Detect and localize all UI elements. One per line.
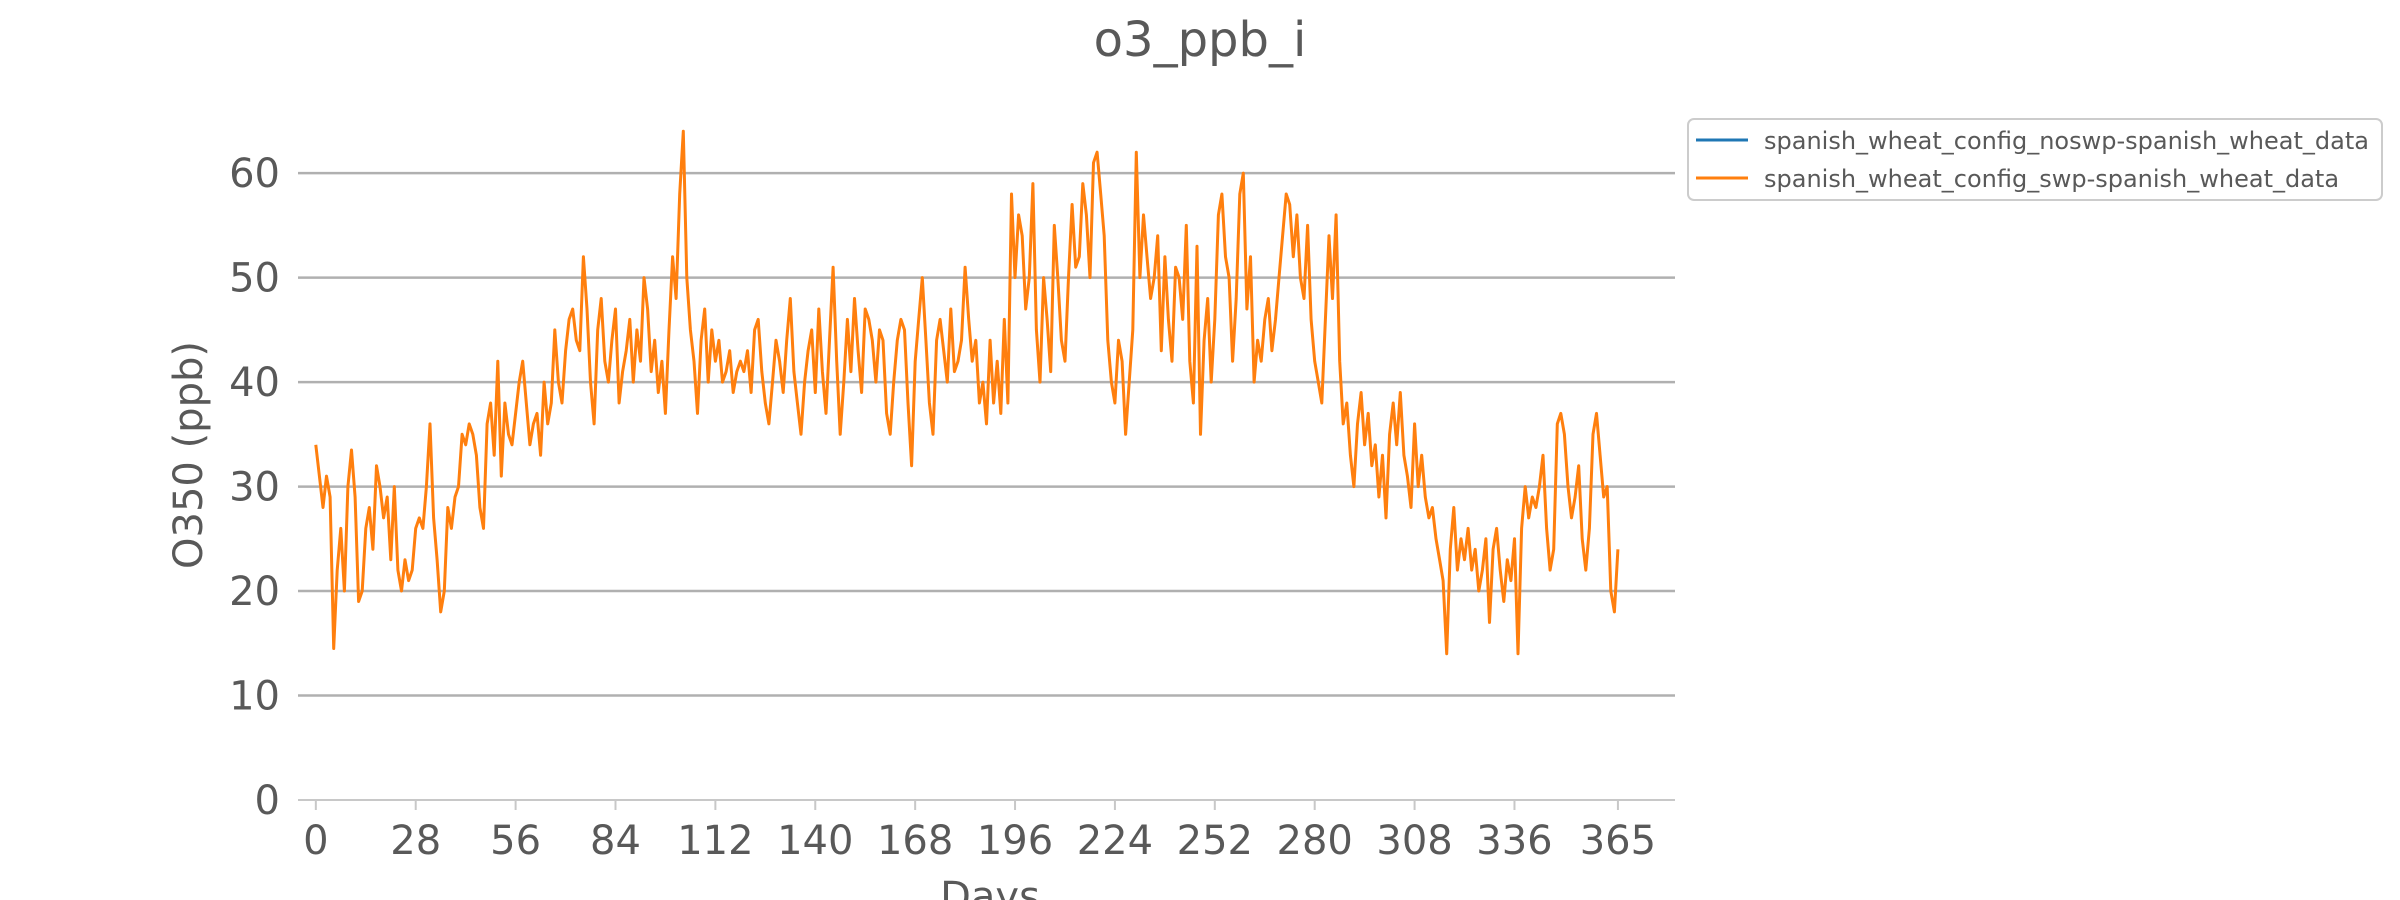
y-tick-label-5: 50 [229,256,280,302]
y-tick-label-2: 20 [229,569,280,615]
x-tick-label-11: 308 [1376,818,1452,864]
x-tick-label-6: 168 [877,818,953,864]
x-tick-label-13: 365 [1580,818,1656,864]
x-tick-label-8: 224 [1077,818,1153,864]
y-tick-label-4: 40 [229,360,280,406]
chart-title: o3_ppb_i [1094,12,1307,68]
legend-frame [1687,118,2383,201]
x-tick-label-2: 56 [490,818,541,864]
legend-label-0: spanish_wheat_config_noswp-spanish_wheat… [1764,127,2369,155]
x-tick-labels: 0 28 56 84 112 140 168 196 224 252 280 308 336 365 [303,800,1656,864]
x-tick-label-7: 196 [977,818,1053,864]
gridlines [298,171,1675,697]
y-tick-label-6: 60 [229,151,280,197]
x-tick-label-4: 112 [677,818,753,864]
x-tick-label-3: 84 [590,818,641,864]
x-tick-label-1: 28 [390,818,441,864]
series-line-1 [314,129,1620,656]
legend: spanish_wheat_config_noswp-spanish_wheat… [1687,118,2383,201]
x-tick-label-5: 140 [777,818,853,864]
y-tick-label-1: 10 [229,674,280,720]
y-axis-label: O350 (ppb) [166,341,212,569]
y-tick-label-3: 30 [229,465,280,511]
x-tick-label-9: 252 [1177,818,1253,864]
y-tick-labels: 0 10 20 30 40 50 60 [229,151,280,824]
x-axis-label: Days [940,874,1040,900]
y-tick-label-0: 0 [255,778,280,824]
x-tick-label-0: 0 [303,818,328,864]
x-tick-label-12: 336 [1476,818,1552,864]
legend-label-1: spanish_wheat_config_swp-spanish_wheat_d… [1764,165,2339,193]
series-lines [314,129,1620,656]
x-tick-label-10: 280 [1277,818,1353,864]
